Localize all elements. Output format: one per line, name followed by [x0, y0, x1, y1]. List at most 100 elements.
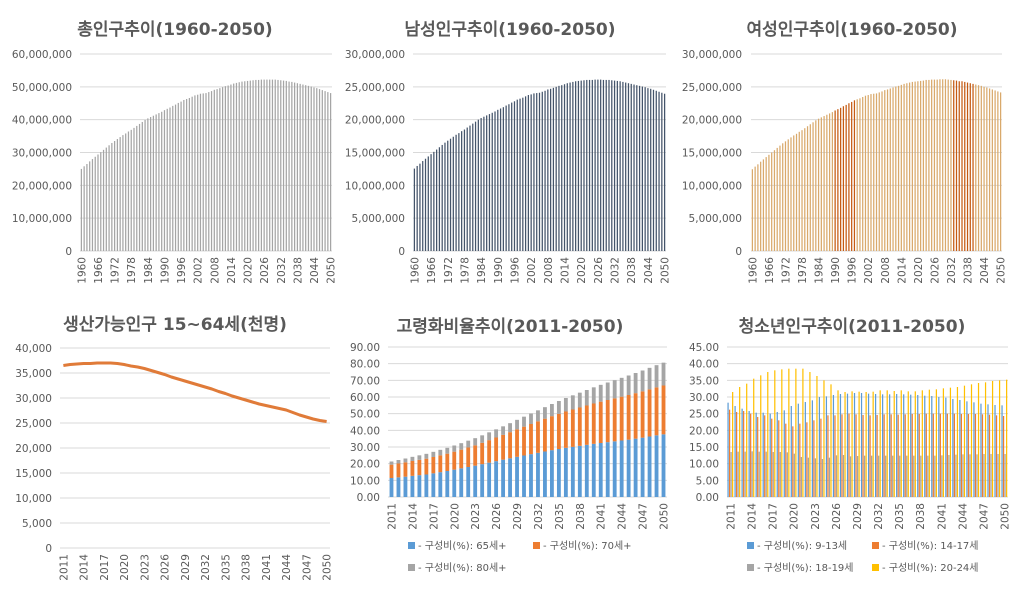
bar-2018: [575, 81, 577, 251]
bar-segment-2033-s0: [543, 451, 547, 497]
bar-2031-s0: [867, 393, 870, 497]
bar-2024-s3: [823, 380, 825, 497]
bar-segment-2012-s0: [396, 477, 401, 497]
bar-segment-2020-s0: [452, 469, 457, 497]
bar-1987: [488, 114, 491, 252]
bar-2046-s2: [976, 454, 978, 497]
bar-2042-s3: [949, 387, 952, 497]
bar-2013-s2: [744, 451, 746, 497]
bar-2030-s2: [863, 455, 866, 497]
bar-2030-s1: [862, 415, 864, 497]
bar-2020-s2: [793, 453, 795, 497]
bar-1989: [161, 111, 163, 251]
bar-2033: [282, 80, 285, 251]
bar-2040-s2: [934, 455, 936, 497]
bar-segment-2030-s2: [522, 416, 526, 427]
y-tick-label: 10,000: [15, 493, 52, 505]
bar-2032: [280, 80, 282, 252]
x-tick-label: 2002: [863, 257, 875, 284]
x-tick-label: 2050: [999, 503, 1011, 530]
bar-2017-s3: [774, 370, 776, 497]
bar-segment-2050-s2: [661, 362, 666, 386]
bar-segment-2012-s2: [396, 460, 401, 464]
y-tick-label: 5,000: [22, 518, 52, 530]
bar-2032: [950, 79, 952, 252]
bar-segment-2031-s1: [529, 424, 533, 455]
bar-1976: [125, 133, 127, 251]
bar-2035-s1: [897, 414, 899, 497]
bar-1986: [486, 115, 488, 251]
chart-title-aging: 고령화비율추이(2011-2050): [396, 317, 624, 337]
bar-2032-s3: [879, 390, 881, 497]
bar-2044-s0: [959, 400, 961, 497]
x-tick-label: 2017: [99, 554, 111, 581]
bar-2050-s1: [1002, 416, 1005, 497]
bar-2025: [931, 79, 933, 251]
x-tick-label: 2023: [810, 503, 822, 530]
bar-2022-s3: [809, 372, 811, 497]
bar-1984: [480, 118, 482, 252]
bar-segment-2049-s2: [654, 365, 659, 388]
bar-2022: [922, 80, 925, 251]
bar-2034-s3: [893, 391, 895, 497]
bar-1996: [513, 101, 516, 251]
bar-1989: [831, 112, 833, 252]
x-tick-label: 2047: [978, 503, 990, 530]
bar-2040-s3: [935, 389, 937, 497]
bar-2045: [986, 87, 988, 252]
bar-2036: [961, 81, 963, 251]
bar-2048-s3: [991, 381, 994, 497]
bar-2021-s2: [800, 457, 802, 497]
bar-2035-s3: [900, 390, 902, 497]
legend-swatch: [747, 542, 754, 549]
bar-segment-2018-s0: [438, 472, 443, 497]
bar-2048-s2: [990, 454, 992, 497]
bar-segment-2037-s0: [570, 446, 575, 497]
chart-total: 0 10,000,000 20,000,000 30,000,000 40,000,00…: [12, 49, 338, 284]
bar-1995: [848, 103, 850, 251]
bar-2043-s0: [952, 399, 954, 497]
bar-segment-2046-s1: [633, 393, 638, 439]
bar-segment-2027-s0: [501, 459, 506, 497]
x-tick-label: 2014: [560, 257, 572, 284]
bar-2027: [936, 79, 938, 251]
bar-2033-s2: [885, 455, 887, 497]
x-tick-label: 1990: [493, 257, 505, 284]
bar-1988: [158, 113, 160, 251]
bar-2014-s3: [753, 378, 755, 497]
x-tick-label: 2026: [929, 257, 941, 284]
x-tick-label: 2026: [160, 554, 172, 581]
bar-2012-s1: [736, 412, 738, 497]
bar-2001: [527, 95, 530, 252]
bar-1983: [815, 120, 817, 251]
y-tick-label: 0: [398, 246, 405, 258]
bar-2039: [299, 83, 301, 252]
bar-1984: [147, 118, 149, 251]
bar-1993: [842, 106, 845, 251]
bar-2026: [933, 79, 936, 251]
chart-title-working-age: 생산가능인구 15~64세(천명): [63, 315, 287, 335]
bar-2032-s0: [874, 394, 877, 497]
chart-youth: 0.00 5.00 10.00 15.00 20.00 25.00 30.00 35.00 40…: [689, 342, 1012, 574]
bar-segment-2019-s2: [445, 447, 450, 454]
bar-2023: [925, 79, 927, 252]
bar-1965: [427, 156, 429, 251]
bar-2007: [210, 91, 213, 251]
bar-1960: [413, 168, 416, 251]
x-tick-label: 2020: [576, 257, 588, 284]
y-tick-label: 15,000,000: [345, 148, 405, 160]
bar-segment-2027-s2: [501, 426, 506, 435]
bar-segment-2038-s2: [577, 392, 582, 408]
bar-2028: [939, 79, 941, 251]
bar-2038: [630, 83, 632, 252]
bar-2026-s0: [832, 395, 835, 497]
y-tick-label: 45.00: [689, 342, 719, 354]
bar-segment-2028-s1: [508, 432, 512, 459]
x-tick-label: 2050: [326, 257, 338, 284]
bar-1998: [185, 98, 188, 252]
bar-1972: [447, 140, 449, 251]
y-tick-label: 30.00: [689, 392, 719, 404]
bar-2002: [867, 95, 869, 252]
bar-2001: [864, 95, 867, 251]
x-tick-label: 2011: [58, 554, 70, 581]
